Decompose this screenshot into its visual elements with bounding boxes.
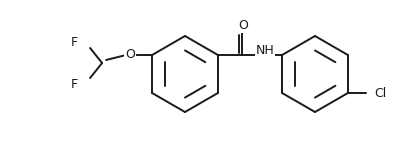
Text: Cl: Cl	[374, 86, 386, 99]
Text: NH: NH	[256, 44, 274, 57]
Text: F: F	[70, 36, 78, 49]
Text: O: O	[238, 18, 248, 32]
Text: O: O	[125, 48, 135, 61]
Text: F: F	[70, 78, 78, 90]
